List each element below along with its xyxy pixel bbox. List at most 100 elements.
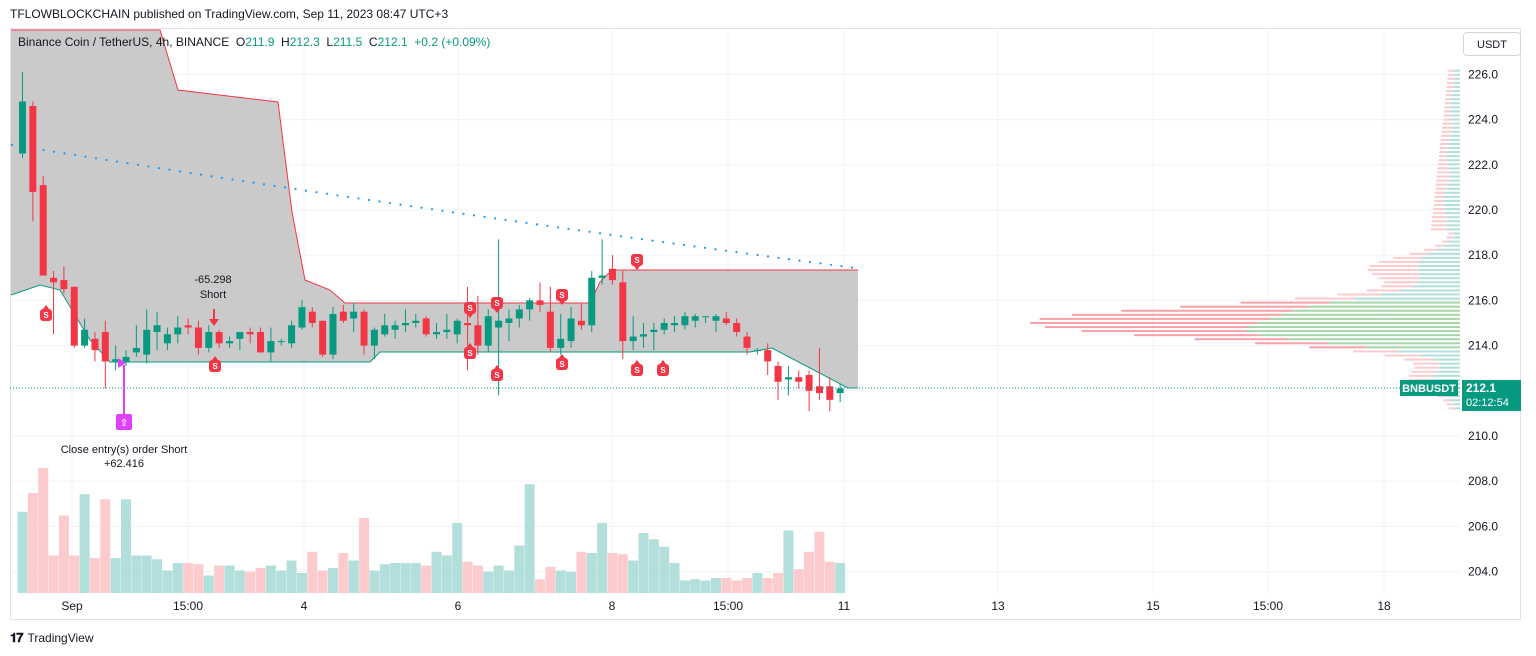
volume-bar xyxy=(193,564,204,593)
candle xyxy=(122,350,130,366)
svg-text:S: S xyxy=(559,291,565,300)
x-tick-label: 18 xyxy=(1377,599,1391,613)
volume-bar xyxy=(638,533,649,593)
candle xyxy=(153,311,161,351)
x-tick-label: 8 xyxy=(609,599,616,613)
y-tick-label: 224.0 xyxy=(1468,113,1498,127)
volume-bar xyxy=(348,560,359,593)
candle xyxy=(215,329,223,348)
y-tick-label: 204.0 xyxy=(1468,565,1498,579)
candle xyxy=(453,318,461,344)
candle xyxy=(267,327,275,362)
candle xyxy=(433,323,440,339)
candle xyxy=(660,318,668,335)
volume-bar xyxy=(742,578,752,593)
volume-bar xyxy=(535,579,545,593)
candle xyxy=(50,271,58,335)
y-tick-label: 222.0 xyxy=(1468,158,1498,172)
volume-bar xyxy=(731,580,742,593)
volume-bar xyxy=(359,518,370,593)
chart-frame[interactable] xyxy=(10,28,1521,620)
candle xyxy=(619,271,627,360)
volume-bar xyxy=(462,561,473,593)
volume-bar xyxy=(483,571,494,593)
candle xyxy=(795,370,803,389)
x-tick-label: 4 xyxy=(301,599,308,613)
volume-bar xyxy=(152,559,163,593)
moving-average-dots xyxy=(10,143,854,269)
volume-bar xyxy=(452,523,463,593)
volume-bar xyxy=(783,530,794,593)
volume-bar xyxy=(690,579,701,593)
svg-text:⇧: ⇧ xyxy=(120,418,128,429)
volume-bar xyxy=(752,573,763,593)
cloud-area xyxy=(11,30,858,388)
y-tick-label: 218.0 xyxy=(1468,248,1498,262)
candle xyxy=(515,304,523,328)
candle xyxy=(381,313,389,337)
sell-signal-icon: S xyxy=(556,354,568,370)
volume-bar xyxy=(183,563,194,593)
sell-signal-icon: S xyxy=(657,360,669,376)
candle xyxy=(412,313,420,328)
price-axis: 204.0206.0208.0210.0212.0214.0216.0218.0… xyxy=(1468,67,1498,578)
volume-bar xyxy=(131,555,142,593)
candle xyxy=(505,309,513,342)
currency-button[interactable]: USDT xyxy=(1463,32,1521,56)
candle xyxy=(132,325,140,357)
sell-signal-icon: S xyxy=(40,305,52,321)
volume-bar xyxy=(410,563,421,593)
candle xyxy=(91,332,99,362)
candle xyxy=(671,316,679,333)
candle xyxy=(288,320,296,348)
volume-bar xyxy=(607,553,618,593)
volume-bar xyxy=(17,511,28,593)
volume-bar xyxy=(48,555,59,593)
short-arrow-head-icon xyxy=(209,319,219,326)
short-label: Short xyxy=(200,289,226,301)
candle xyxy=(246,327,254,344)
candle xyxy=(277,338,285,346)
y-tick-label: 206.0 xyxy=(1468,519,1498,533)
candle xyxy=(39,176,47,276)
candle xyxy=(474,295,482,355)
candle xyxy=(526,298,534,321)
candle xyxy=(70,286,78,348)
x-tick-label: 15 xyxy=(1146,599,1160,613)
candle xyxy=(836,384,844,403)
volume-bar xyxy=(100,499,111,593)
volume-bar xyxy=(586,553,597,593)
x-tick-label: 15:00 xyxy=(713,599,743,613)
x-tick-label: 13 xyxy=(991,599,1005,613)
volume-bar xyxy=(824,561,835,593)
candle xyxy=(319,320,327,357)
candle xyxy=(712,313,720,333)
change-value: +0.2 (+0.09%) xyxy=(414,35,491,49)
candle xyxy=(629,316,637,351)
svg-text:S: S xyxy=(559,360,565,369)
volume-bar xyxy=(576,551,587,593)
volume-bars xyxy=(17,468,846,593)
volume-bar xyxy=(493,565,504,593)
time-axis: Sep 15:00 4 6 8 15:00 11 13 15 15:00 18 xyxy=(61,599,1391,613)
volume-bar xyxy=(328,568,338,593)
footer-brand[interactable]: 𝟏𝟕 TradingView xyxy=(10,630,94,646)
volume-bar xyxy=(286,560,297,593)
volume-bar xyxy=(307,551,318,593)
volume-bar xyxy=(400,563,411,593)
open-value: 211.9 xyxy=(245,35,275,49)
volume-bar xyxy=(245,571,256,593)
svg-text:S: S xyxy=(634,256,640,265)
volume-bar xyxy=(679,580,690,593)
volume-bar xyxy=(121,499,131,593)
candle xyxy=(401,309,409,333)
candle xyxy=(753,347,761,355)
x-tick-label: 6 xyxy=(455,599,462,613)
candle xyxy=(360,309,368,355)
candle xyxy=(226,336,233,348)
volume-bar xyxy=(379,564,390,593)
candle xyxy=(536,282,544,312)
volume-bar xyxy=(421,565,432,593)
volume-bar xyxy=(514,545,525,593)
